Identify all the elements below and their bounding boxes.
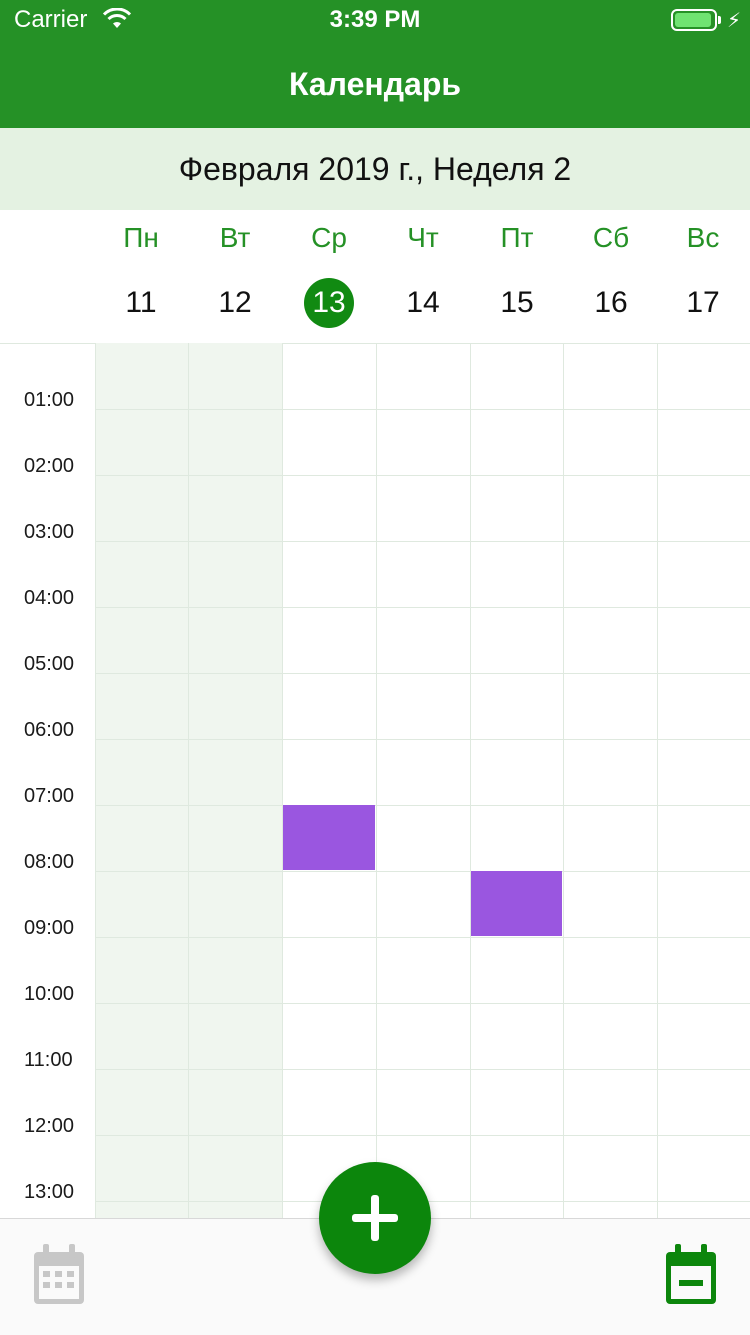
day-column-mon[interactable]: Пн 11 bbox=[94, 210, 188, 343]
grid-hour-line bbox=[95, 871, 750, 872]
day-name: Чт bbox=[407, 222, 439, 253]
selected-day-number: 13 bbox=[282, 278, 376, 328]
day-number: 11 bbox=[125, 286, 157, 319]
add-event-button[interactable] bbox=[319, 1162, 431, 1274]
hour-label: 11:00 bbox=[24, 1049, 73, 1071]
grid-column-line bbox=[470, 343, 471, 1218]
hour-label: 13:00 bbox=[24, 1181, 75, 1203]
grid-hour-line bbox=[95, 475, 750, 476]
day-name: Вт bbox=[219, 222, 251, 253]
day-name: Сб bbox=[592, 222, 630, 253]
hour-label: 03:00 bbox=[24, 521, 75, 543]
day-header-row: Пн 11 Вт 12 Ср 13 Чт 14 Пт 15 Сб 16 Вс 1… bbox=[0, 210, 750, 344]
day-column-tue[interactable]: Вт 12 bbox=[188, 210, 282, 343]
week-time-grid[interactable]: 01:00 02:00 03:00 04:00 05:00 06:00 07:00 08:00… bbox=[0, 343, 750, 1218]
grid-hour-line bbox=[95, 541, 750, 542]
calendar-day-icon bbox=[666, 1244, 716, 1304]
day-column-sat[interactable]: Сб 16 bbox=[564, 210, 658, 343]
grid-column-line bbox=[563, 343, 564, 1218]
wifi-icon bbox=[102, 8, 132, 28]
grid-hour-line bbox=[95, 1069, 750, 1070]
grid-hour-line bbox=[95, 607, 750, 608]
day-number: 17 bbox=[686, 286, 720, 319]
day-column-sun[interactable]: Вс 17 bbox=[656, 210, 750, 343]
grid-hour-line bbox=[95, 937, 750, 938]
grid-column-line bbox=[282, 343, 283, 1218]
hour-label: 02:00 bbox=[24, 455, 75, 477]
day-name: Ср bbox=[311, 222, 347, 253]
calendar-event[interactable] bbox=[283, 805, 375, 870]
day-column-thu[interactable]: Чт 14 bbox=[376, 210, 470, 343]
tab-month[interactable] bbox=[32, 1244, 86, 1311]
grid-hour-line bbox=[95, 1135, 750, 1136]
battery-icon bbox=[671, 9, 717, 31]
grid-column-line bbox=[95, 343, 96, 1218]
grid-hour-line bbox=[95, 805, 750, 806]
day-column-wed[interactable]: Ср 13 bbox=[282, 210, 376, 343]
calendar-event[interactable] bbox=[471, 871, 562, 936]
status-time: 3:39 PM bbox=[329, 6, 421, 33]
day-name: Пт bbox=[500, 222, 534, 253]
hour-label: 12:00 bbox=[24, 1115, 75, 1137]
day-name: Пн bbox=[123, 222, 159, 253]
day-number: 12 bbox=[218, 286, 252, 319]
hour-label: 07:00 bbox=[24, 785, 75, 807]
week-header[interactable]: Февраля 2019 г., Неделя 2 bbox=[0, 128, 750, 210]
hour-label: 05:00 bbox=[24, 653, 75, 675]
day-number: 16 bbox=[594, 286, 628, 319]
day-column-fri[interactable]: Пт 15 bbox=[470, 210, 564, 343]
grid-hour-line bbox=[95, 409, 750, 410]
hour-label: 01:00 bbox=[24, 389, 75, 411]
hour-label: 04:00 bbox=[24, 587, 75, 609]
grid-column-line bbox=[376, 343, 377, 1218]
calendar-month-icon bbox=[34, 1244, 84, 1304]
carrier-label: Carrier bbox=[14, 6, 88, 33]
day-number: 14 bbox=[406, 286, 440, 319]
page-title: Календарь bbox=[288, 66, 462, 102]
hour-label: 09:00 bbox=[24, 917, 75, 939]
hour-label: 06:00 bbox=[24, 719, 75, 741]
battery-tip bbox=[718, 16, 721, 24]
grid-column-line bbox=[657, 343, 658, 1218]
charging-bolt-icon: ⚡ bbox=[727, 10, 742, 32]
grid-hour-line bbox=[95, 673, 750, 674]
selected-day-circle: 13 bbox=[304, 278, 354, 328]
grid-hour-line bbox=[95, 739, 750, 740]
grid-hour-line bbox=[95, 1003, 750, 1004]
grid-column-line bbox=[188, 343, 189, 1218]
day-number: 15 bbox=[500, 286, 534, 319]
hour-label: 08:00 bbox=[24, 851, 75, 873]
battery-level bbox=[675, 13, 712, 27]
past-day-shading-mon bbox=[95, 343, 188, 1218]
top-bar: Carrier 3:39 PM ⚡ Календарь bbox=[0, 0, 750, 128]
plus-icon bbox=[352, 1195, 398, 1241]
tab-week[interactable] bbox=[664, 1244, 718, 1311]
past-day-shading-tue bbox=[188, 343, 282, 1218]
day-name: Вс bbox=[686, 222, 720, 253]
hour-label: 10:00 bbox=[24, 983, 75, 1005]
